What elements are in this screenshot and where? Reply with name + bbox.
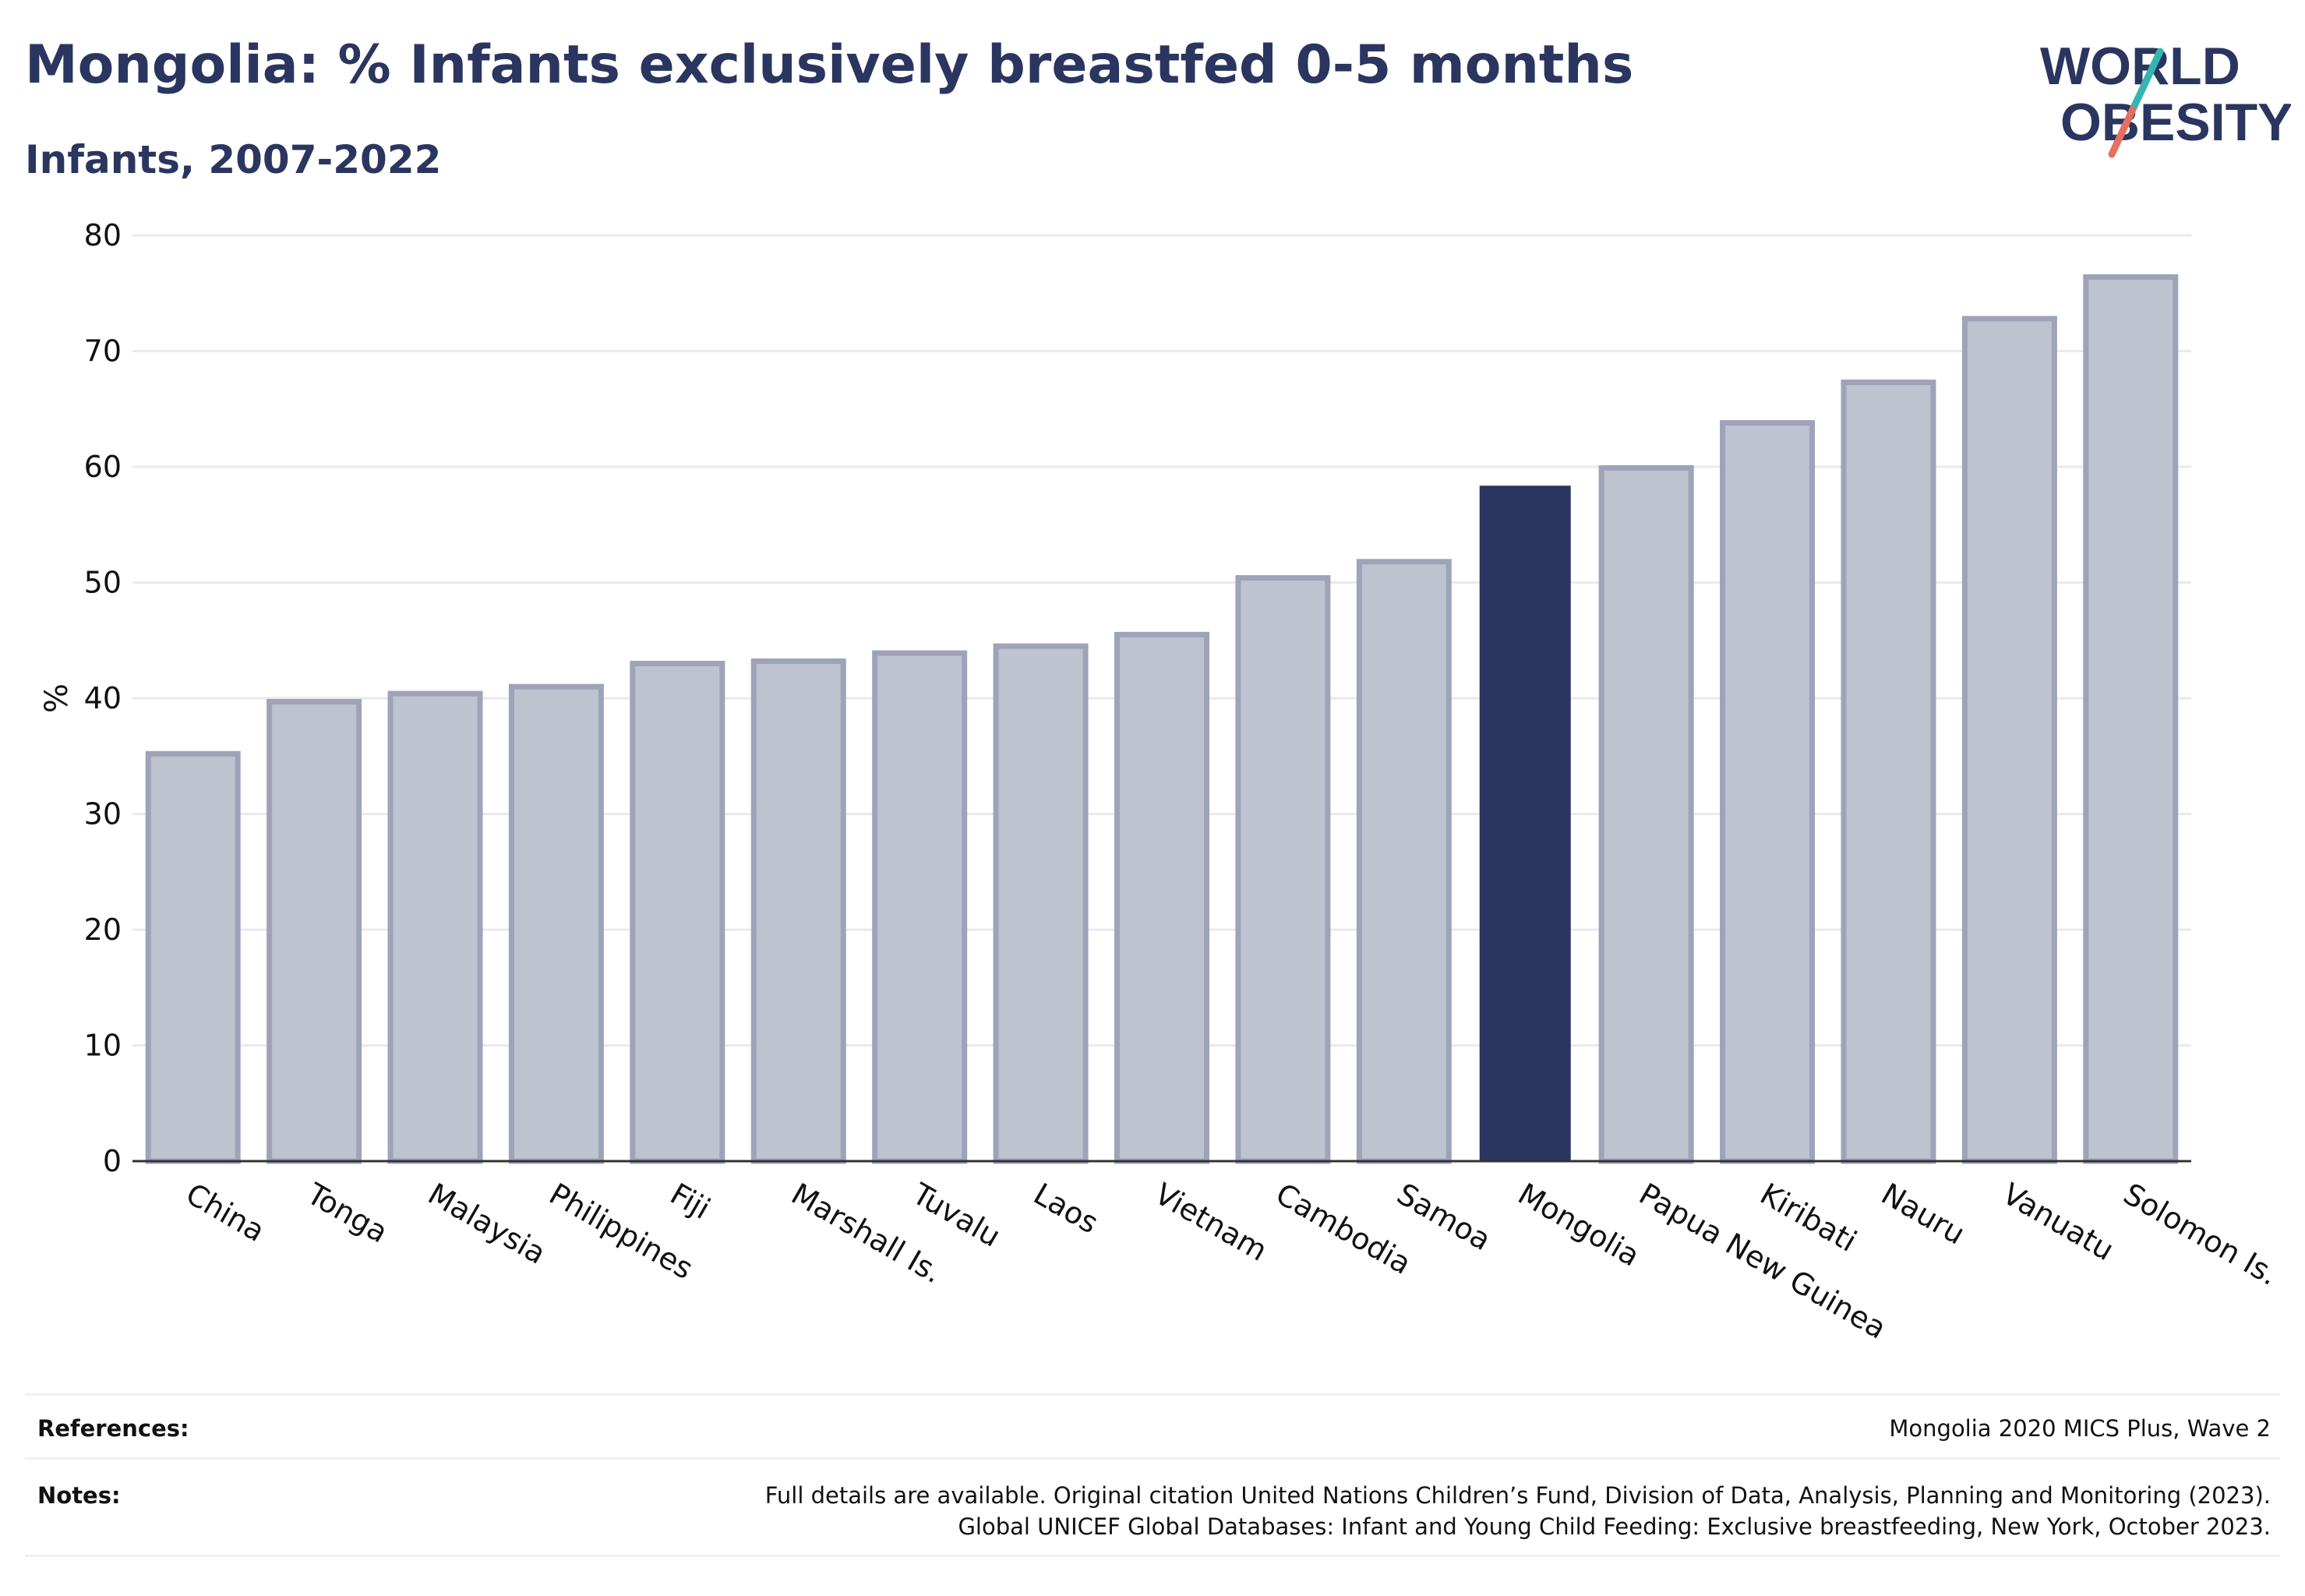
footer-divider-middle [25, 1457, 2280, 1460]
notes-line-1: Full details are available. Original cit… [764, 1482, 2271, 1509]
bar-solomon-is [2083, 274, 2179, 1164]
page-title: Mongolia: % Infants exclusively breastfe… [25, 34, 1634, 96]
notes-line-2: Global UNICEF Global Databases: Infant a… [958, 1513, 2271, 1540]
bar-papua-new-guinea [1598, 464, 1694, 1164]
footer-divider-bottom [25, 1555, 2280, 1557]
world-obesity-logo: WORLD OBESITY [2040, 37, 2291, 158]
bar-marshall-is [750, 658, 846, 1164]
y-tick-label: 50 [84, 566, 122, 600]
y-tick-label: 40 [84, 681, 122, 715]
bar-laos [993, 643, 1089, 1164]
references-label: References: [37, 1415, 189, 1442]
logo-coral-stroke [2108, 101, 2139, 158]
references-text: Mongolia 2020 MICS Plus, Wave 2 [1889, 1415, 2271, 1442]
y-tick-label: 60 [84, 450, 122, 484]
bar-china [145, 750, 241, 1164]
bar-kiribati [1720, 420, 1816, 1164]
y-tick-label: 20 [84, 913, 122, 947]
bar-tonga [267, 698, 362, 1164]
y-tick-label: 10 [84, 1029, 122, 1063]
bar-cambodia [1235, 575, 1331, 1164]
bar-fiji [630, 660, 725, 1164]
x-tick-label: Tonga [301, 1176, 394, 1249]
y-tick-label: 0 [103, 1144, 122, 1178]
bar-vietnam [1114, 631, 1210, 1164]
bar-vanuatu [1961, 316, 2057, 1164]
logo-teal-stroke [2131, 48, 2164, 108]
x-tick-label: Nauru [1876, 1177, 1971, 1252]
x-tick-label: Laos [1028, 1177, 1104, 1241]
y-tick-label: 30 [84, 797, 122, 832]
x-tick-label: Mongolia [1513, 1177, 1646, 1273]
footer-divider-top [25, 1393, 2280, 1396]
notes-label: Notes: [37, 1482, 121, 1509]
x-tick-label: Vanuatu [1996, 1177, 2120, 1267]
bar-samoa [1356, 559, 1452, 1164]
x-tick-label: Vietnam [1149, 1177, 1273, 1268]
logo-line2: OBESITY [2060, 93, 2291, 152]
bar-malaysia [387, 690, 483, 1164]
bar-nauru [1841, 380, 1936, 1164]
bar-philippines [508, 683, 604, 1164]
page-subtitle: Infants, 2007-2022 [25, 137, 442, 182]
bar-mongolia [1479, 486, 1571, 1162]
x-tick-label: Cambodia [1270, 1177, 1417, 1281]
x-tick-label: China [180, 1177, 270, 1248]
x-tick-label: Solomon Is. [2118, 1177, 2284, 1292]
bar-tuvalu [872, 650, 968, 1164]
x-tick-label: Malaysia [422, 1177, 552, 1271]
y-tick-label: 80 [84, 218, 122, 252]
y-axis-label: % [39, 683, 75, 713]
x-tick-label: Tuvalu [906, 1176, 1006, 1254]
y-tick-label: 70 [84, 334, 122, 369]
x-tick-label: Fiji [665, 1177, 716, 1226]
